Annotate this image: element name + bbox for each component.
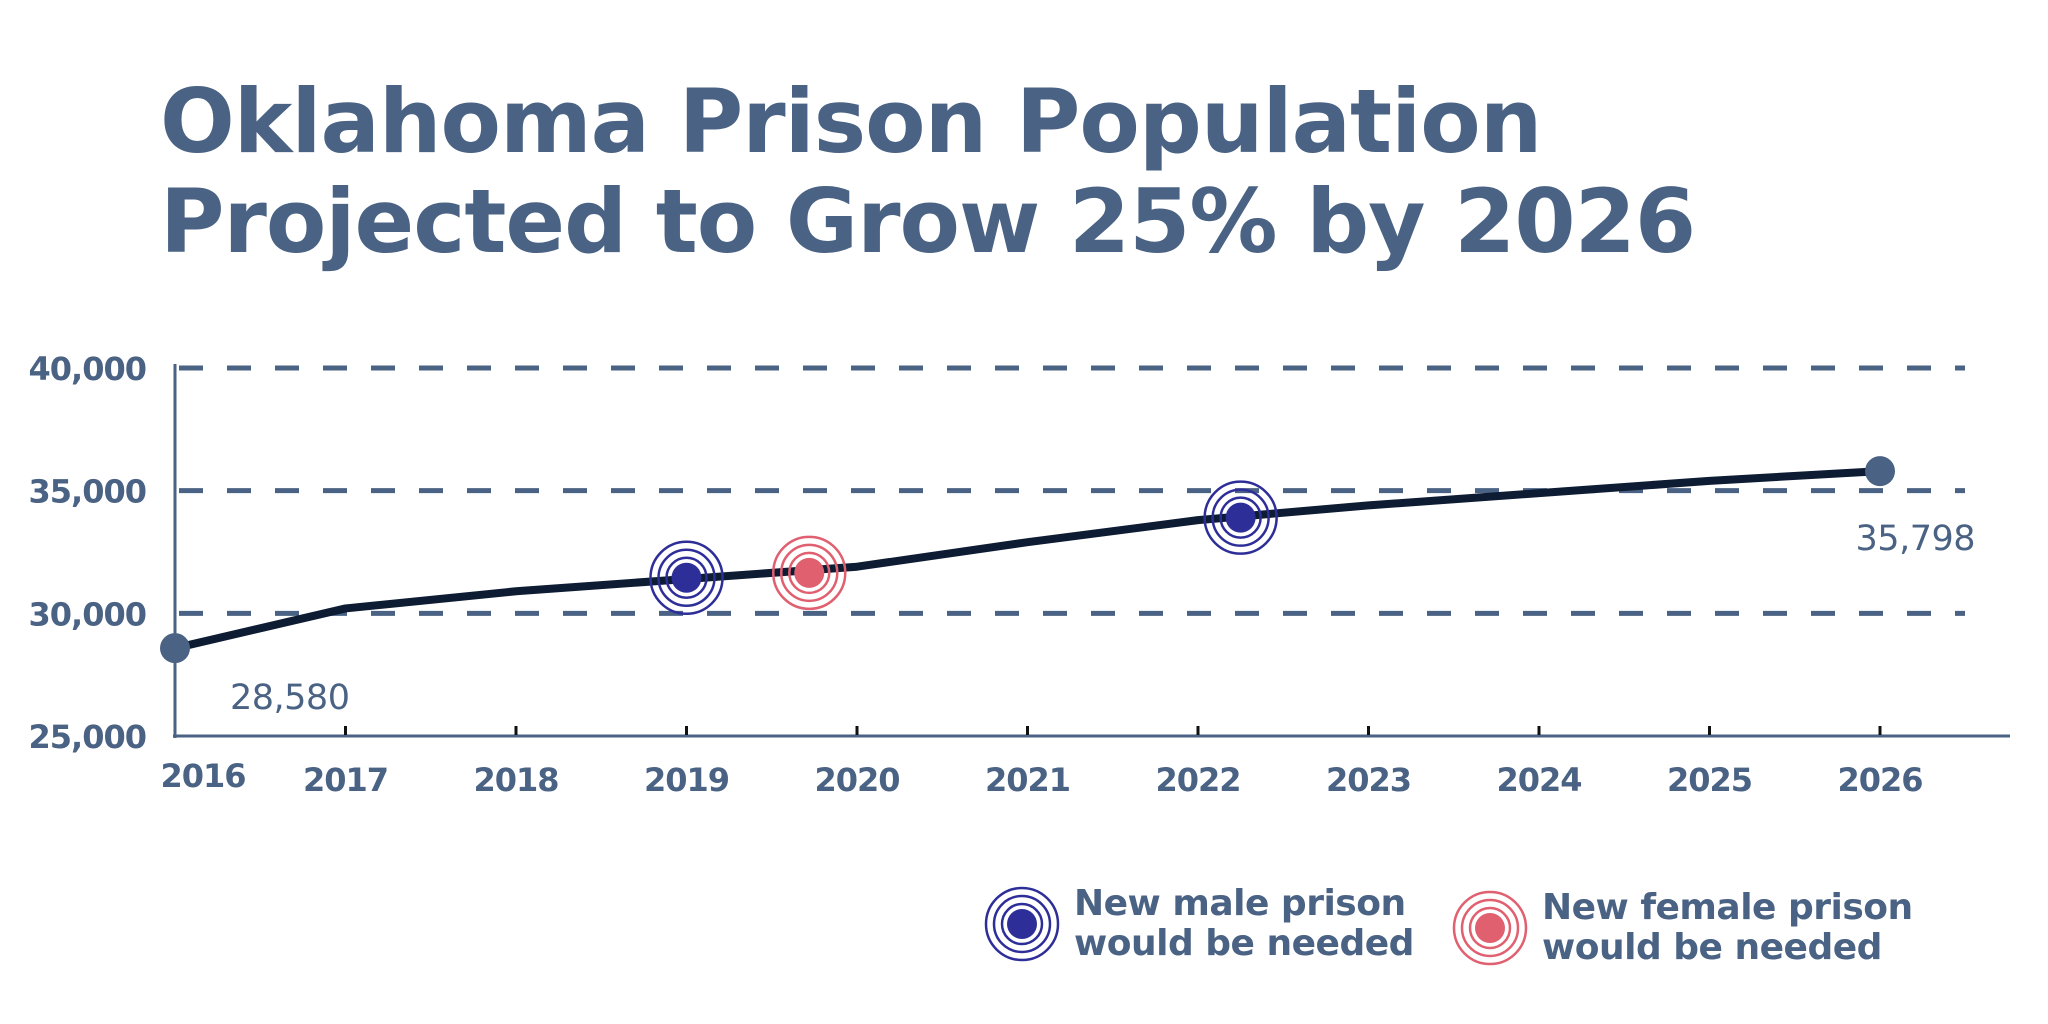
new-female-prison-marker-ring-1 [772, 535, 847, 611]
data-label-2016: 28,580 [230, 678, 349, 718]
data-point-2026 [1865, 456, 1895, 487]
x-tick-label-2018: 2018 [473, 761, 558, 799]
legend-male-line-2: would be needed [1074, 923, 1414, 964]
y-tick-label-35000: 35,000 [29, 473, 146, 511]
male-legend-marker-ring-2 [992, 894, 1052, 954]
legend-male: New male prison would be needed [982, 884, 1414, 964]
x-axis-tick-labels: 2016 2017 2018 2019 2020 2021 2022 2023 2024 2025… [160, 757, 1923, 799]
data-label-2026: 35,798 [1856, 519, 1975, 559]
new-male-prison-marker-1 [649, 540, 724, 616]
female-legend-marker-dot [1475, 913, 1505, 943]
gridlines [175, 365, 1965, 616]
female-legend-marker [1452, 890, 1528, 966]
x-tick-label-2023: 2023 [1326, 761, 1411, 799]
x-tick-label-2016: 2016 [160, 757, 245, 795]
y-tick-label-25000: 25,000 [29, 718, 146, 756]
new-male-prison-marker-ring-2 [1211, 488, 1270, 547]
chart-title: Oklahoma Prison Population Projected to … [160, 70, 1696, 273]
new-female-prison-marker-dot [794, 557, 825, 588]
male-legend-marker-ring-3 [1000, 902, 1044, 946]
male-legend-marker [984, 886, 1060, 962]
new-male-prison-marker-3 [1203, 480, 1278, 555]
new-female-prison-marker-ring-2 [780, 543, 839, 603]
x-tick-label-2017: 2017 [303, 761, 388, 799]
chart-title-line-2: Projected to Grow 25% by 2026 [160, 170, 1696, 273]
new-male-prison-marker-ring-1 [649, 540, 724, 616]
axes [173, 364, 2010, 738]
new-male-prison-marker-ring-3 [665, 556, 708, 600]
chart-title-line-1: Oklahoma Prison Population [160, 70, 1542, 173]
new-male-prison-marker-dot [1225, 502, 1256, 533]
legend-female: New female prison would be needed [1450, 888, 1913, 968]
x-tick-label-2024: 2024 [1496, 761, 1581, 799]
x-tick-label-2020: 2020 [814, 761, 899, 799]
male-legend-marker-dot [1007, 909, 1037, 939]
new-female-prison-marker-2 [772, 535, 847, 611]
y-tick-label-30000: 30,000 [29, 595, 146, 633]
data-point-2016 [160, 633, 190, 664]
series-line-prison-population [171, 467, 1884, 653]
male-legend-marker-ring-1 [984, 886, 1060, 962]
x-tick-label-2021: 2021 [985, 761, 1070, 799]
female-legend-marker-ring-2 [1460, 898, 1520, 958]
legend-male-line-1: New male prison [1074, 883, 1406, 924]
data-labels: 28,580 35,798 [230, 519, 1976, 718]
new-male-prison-marker-dot [671, 562, 702, 593]
annotation-markers [649, 480, 1278, 616]
x-tick-label-2026: 2026 [1837, 761, 1922, 799]
male-prison-legend-icon [984, 886, 1060, 962]
new-male-prison-marker-ring-2 [657, 548, 716, 608]
x-tick-label-2025: 2025 [1667, 761, 1752, 799]
legend-male-label: New male prison would be needed [1074, 884, 1414, 964]
x-tick-label-2022: 2022 [1155, 761, 1240, 799]
new-male-prison-marker-ring-1 [1203, 480, 1278, 555]
legend-female-line-2: would be needed [1542, 927, 1882, 968]
female-legend-marker-ring-3 [1468, 906, 1512, 950]
legend-female-label: New female prison would be needed [1542, 888, 1913, 968]
female-legend-marker-ring-1 [1452, 890, 1528, 966]
y-axis-tick-labels: 25,000 30,000 35,000 40,000 [29, 350, 147, 756]
x-tick-label-2019: 2019 [644, 761, 729, 799]
series-layer [160, 456, 1895, 664]
new-female-prison-marker-ring-3 [788, 551, 831, 595]
female-prison-legend-icon [1452, 890, 1528, 966]
legend-female-line-1: New female prison [1542, 887, 1913, 928]
y-tick-label-40000: 40,000 [29, 350, 146, 388]
new-male-prison-marker-ring-3 [1219, 496, 1262, 539]
